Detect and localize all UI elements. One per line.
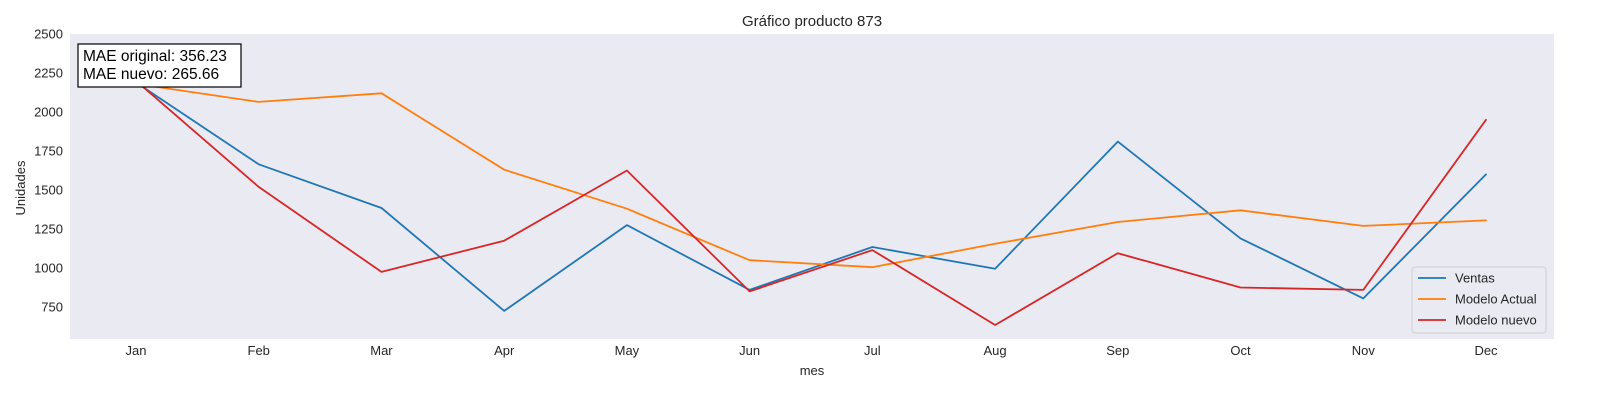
y-tick-label: 2000 [34,105,63,120]
x-axis-label: mes [800,363,825,378]
x-tick-label: Sep [1106,343,1129,358]
annotation-line-2: MAE nuevo: 265.66 [83,66,219,83]
series-line-modelo-actual [135,83,1487,269]
legend-label: Modelo Actual [1455,292,1537,307]
annotation-box [77,43,242,88]
x-tick-label: Feb [248,343,270,358]
x-tick-label: Jan [126,343,147,358]
x-tick-label: Jul [864,343,881,358]
y-axis-label: Unidades [13,160,28,215]
series-line-modelo-nuevo [135,79,1487,326]
y-tick-label: 2500 [34,27,63,42]
x-tick-label: Jun [739,343,760,358]
annotation-line-1: MAE original: 356.23 [83,48,227,65]
x-tick-label: Aug [984,343,1007,358]
y-tick-label: 1000 [34,261,63,276]
y-axis-ticks: 750 1000 1250 1500 1750 2000 2250 2500 [34,27,63,315]
legend: Ventas Modelo Actual Modelo nuevo [1411,266,1547,334]
y-tick-label: 1250 [34,222,63,237]
x-tick-label: Oct [1230,343,1251,358]
legend-label: Modelo nuevo [1455,313,1537,328]
legend-label: Ventas [1455,271,1495,286]
plot-area [70,34,1554,339]
x-axis-ticks: Jan Feb Mar Apr May Jun Jul Aug Sep Oct Nov Dec [126,343,1499,358]
x-tick-label: May [615,343,640,358]
x-tick-label: Dec [1474,343,1498,358]
series-lines [135,79,1487,326]
x-tick-label: Nov [1352,343,1376,358]
x-tick-label: Apr [494,343,515,358]
chart-title: Gráfico producto 873 [742,13,882,30]
y-tick-label: 1750 [34,144,63,159]
mae-annotation: MAE original: 356.23 MAE nuevo: 265.66 [77,43,242,88]
x-tick-label: Mar [370,343,393,358]
y-tick-label: 750 [41,300,63,315]
y-tick-label: 1500 [34,183,63,198]
series-line-ventas [135,81,1487,312]
y-tick-label: 2250 [34,66,63,81]
legend-box [1411,266,1547,334]
